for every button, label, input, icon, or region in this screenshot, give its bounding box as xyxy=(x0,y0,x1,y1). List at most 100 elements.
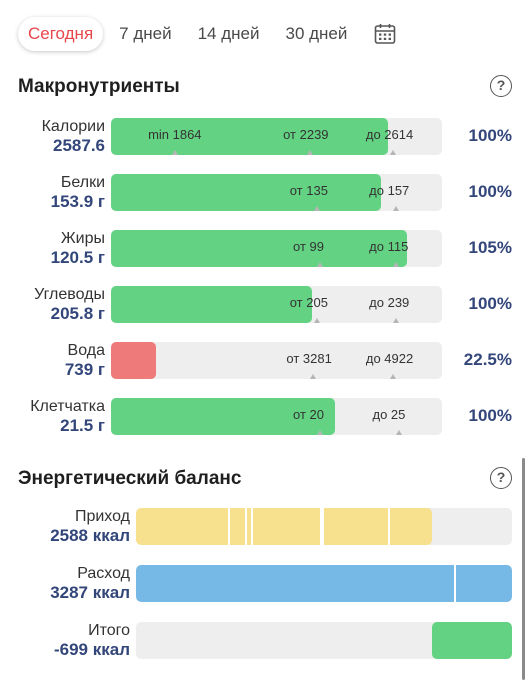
macro-value: 205.8 г xyxy=(50,304,105,323)
energy-value: 3287 ккал xyxy=(50,583,130,602)
energy-bar xyxy=(136,622,512,659)
energy-row[interactable]: Приход 2588 ккал xyxy=(0,508,530,548)
energy-row[interactable]: Расход 3287 ккал xyxy=(0,565,530,605)
energy-bar-fill xyxy=(136,565,512,602)
tab-30-days[interactable]: 30 дней xyxy=(285,24,348,43)
tab-today[interactable]: Сегодня xyxy=(18,17,104,51)
macro-range-tick xyxy=(393,318,400,323)
macro-range-marker: до 4922 xyxy=(365,351,414,366)
macros-title: Макронутриенты xyxy=(18,76,180,97)
scrollbar[interactable] xyxy=(522,458,525,680)
macro-range-tick xyxy=(313,206,320,211)
tab-14-days[interactable]: 14 дней xyxy=(197,24,260,43)
energy-name: Приход xyxy=(74,508,130,525)
energy-bar-separator xyxy=(387,508,390,545)
macro-bar-fill xyxy=(111,286,312,323)
macro-bar: от 99 до 115 xyxy=(111,230,442,267)
macro-range-marker: от 99 xyxy=(293,239,325,254)
energy-bar xyxy=(136,508,512,545)
energy-bar xyxy=(136,565,512,602)
period-tabs: Сегодня 7 дней 14 дней 30 дней xyxy=(18,17,397,51)
macro-range-tick xyxy=(317,262,324,267)
macro-range-tick xyxy=(317,430,324,435)
macro-bar: от 3281 до 4922 xyxy=(111,342,442,379)
macro-range-marker: от 135 xyxy=(289,183,328,198)
energy-bar-separator xyxy=(250,508,253,545)
energy-label: Расход 3287 ккал xyxy=(50,565,130,603)
macro-percent: 105% xyxy=(468,238,512,257)
energy-bar-separator xyxy=(320,508,323,545)
macro-range-tick xyxy=(313,318,320,323)
macro-range-tick xyxy=(396,430,403,435)
macro-range-marker: до 157 xyxy=(369,183,410,198)
energy-bar-fill xyxy=(431,622,512,659)
macro-row[interactable]: Калории 2587.6 min 1864 от 2239 до 2614 100% xyxy=(0,118,530,164)
energy-bar-separator xyxy=(245,508,248,545)
energy-bar-fill xyxy=(136,508,432,545)
energy-label: Приход 2588 ккал xyxy=(50,508,130,546)
macro-value: 153.9 г xyxy=(50,192,105,211)
macro-range-marker: до 239 xyxy=(369,295,410,310)
macro-percent: 100% xyxy=(468,294,512,313)
macro-range-tick xyxy=(389,374,396,379)
macro-value: 739 г xyxy=(64,360,105,379)
macro-bar-fill xyxy=(111,230,407,267)
macro-label: Белки 153.9 г xyxy=(51,174,105,212)
energy-title: Энергетический баланс xyxy=(18,468,242,489)
macro-bar-fill xyxy=(111,398,336,435)
macro-range-tick xyxy=(393,262,400,267)
macro-range-marker: min 1864 xyxy=(148,127,202,142)
macro-name: Углеводы xyxy=(34,286,105,303)
macro-range-tick xyxy=(310,374,317,379)
macro-range-marker: до 115 xyxy=(369,239,409,254)
macros-help-icon[interactable]: ? xyxy=(490,75,512,97)
macro-range-tick xyxy=(389,150,396,155)
energy-value: -699 ккал xyxy=(53,640,130,659)
macro-range-marker: до 2614 xyxy=(365,127,414,142)
energy-name: Итого xyxy=(88,622,130,639)
macro-value: 120.5 г xyxy=(50,248,105,267)
macro-percent: 100% xyxy=(468,126,512,145)
macro-value: 21.5 г xyxy=(60,416,105,435)
macro-label: Калории 2587.6 xyxy=(42,118,105,156)
macro-range-marker: от 20 xyxy=(293,407,325,422)
macro-bar: от 205 до 239 xyxy=(111,286,442,323)
macro-label: Вода 739 г xyxy=(65,342,105,380)
energy-name: Расход xyxy=(77,565,130,582)
macro-value: 2587.6 xyxy=(53,136,105,155)
energy-help-icon[interactable]: ? xyxy=(490,467,512,489)
energy-label: Итого -699 ккал xyxy=(54,622,130,660)
macro-bar-fill xyxy=(111,174,381,211)
macro-label: Жиры 120.5 г xyxy=(51,230,105,268)
macro-row[interactable]: Клетчатка 21.5 г от 20 до 25 100% xyxy=(0,398,530,444)
tab-7-days[interactable]: 7 дней xyxy=(119,24,172,43)
macro-percent: 100% xyxy=(468,182,512,201)
macro-name: Вода xyxy=(67,342,105,359)
macro-range-marker: до 25 xyxy=(372,407,406,422)
energy-bar-separator xyxy=(228,508,231,545)
macro-row[interactable]: Жиры 120.5 г от 99 до 115 105% xyxy=(0,230,530,276)
macro-range-tick xyxy=(172,150,179,155)
macro-row[interactable]: Вода 739 г от 3281 до 4922 22.5% xyxy=(0,342,530,388)
macro-label: Углеводы 205.8 г xyxy=(34,286,105,324)
macro-name: Жиры xyxy=(60,230,105,247)
energy-row[interactable]: Итого -699 ккал xyxy=(0,622,530,662)
macro-range-marker: от 3281 xyxy=(286,351,332,366)
macro-label: Клетчатка 21.5 г xyxy=(30,398,105,436)
macro-range-marker: от 2239 xyxy=(283,127,329,142)
macro-row[interactable]: Углеводы 205.8 г от 205 до 239 100% xyxy=(0,286,530,332)
macro-name: Белки xyxy=(60,174,105,191)
macro-percent: 22.5% xyxy=(463,350,512,369)
macro-percent: 100% xyxy=(468,406,512,425)
macro-bar: min 1864 от 2239 до 2614 xyxy=(111,118,442,155)
macro-bar-fill xyxy=(111,118,389,155)
macro-bar: от 20 до 25 xyxy=(111,398,442,435)
energy-bar-separator xyxy=(322,508,325,545)
macro-name: Клетчатка xyxy=(30,398,105,415)
energy-bar-separator xyxy=(453,565,456,602)
macro-name: Калории xyxy=(41,118,105,135)
calendar-icon[interactable] xyxy=(373,22,397,46)
macro-range-marker: от 205 xyxy=(289,295,328,310)
macro-row[interactable]: Белки 153.9 г от 135 до 157 100% xyxy=(0,174,530,220)
macro-bar-fill xyxy=(111,342,157,379)
